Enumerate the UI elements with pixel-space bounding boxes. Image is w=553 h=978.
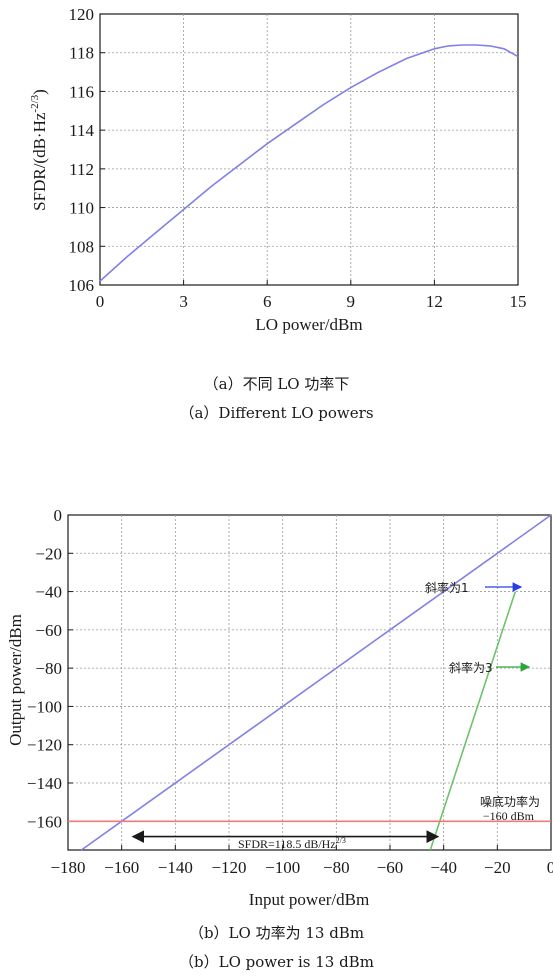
chart-b-x-tick-label: −100 [265,858,300,877]
chart-b-y-tick-label: 0 [54,506,63,525]
chart-a-x-tick-label: 0 [96,292,105,311]
chart-a-x-tick-label: 3 [179,292,188,311]
annotation-sfdr: SFDR=118.5 dB/Hz2/3 [131,830,440,851]
chart-a-y-tick-label: 120 [69,5,95,24]
chart-a-grid [100,14,518,285]
chart-a-y-tick-label: 112 [69,160,94,179]
chart-b-series-line-2 [429,591,517,851]
chart-b-x-tick-label: −40 [430,858,457,877]
chart-a-series-line-1 [99,44,519,282]
chart-b-y-tick-label: −20 [35,544,62,563]
chart-a-y-axis-label: SFDR/(dB·Hz-2/3) [29,89,49,211]
chart-b-plot-frame [67,514,552,851]
slope-1-label: 斜率为1 [425,580,469,595]
chart-b-y-axis-label: Output power/dBm [6,614,25,746]
chart-a-y-tick-label: 114 [69,121,94,140]
chart-a-x-tick-label: 15 [510,292,527,311]
chart-a-y-tick-label: 110 [69,199,94,218]
slope-3-label: 斜率为3 [449,660,493,675]
chart-a-plot-frame [99,13,519,286]
chart-b-x-tick-label: −160 [104,858,139,877]
chart-a-series [99,44,519,282]
noise-floor-label-2: −160 dBm [483,809,535,823]
annotation-slope-3: 斜率为3 [449,660,531,675]
chart-b-y-tick-label: −100 [27,697,62,716]
chart-b-series [68,514,552,851]
chart-a-ticks: 0 3 6 9 12 15 106 108 110 112 114 116 118 120 [69,5,527,311]
caption-b-english: （b）LO power is 13 dBm [179,953,374,971]
chart-b-grid [68,515,551,850]
chart-a-x-tick-label: 6 [263,292,272,311]
chart-a-x-tick-label: 12 [426,292,443,311]
chart-a-x-axis-label: LO power/dBm [255,315,362,334]
chart-b-y-tick-label: −160 [27,812,62,831]
chart-b-x-tick-label: −120 [211,858,246,877]
chart-b-x-tick-label: −80 [323,858,350,877]
chart-b-x-tick-label: −140 [158,858,193,877]
chart-a-y-tick-label: 116 [69,82,94,101]
chart-a-x-tick-label: 9 [347,292,356,311]
chart-b-ticks: −180 −160 −140 −120 −100 −80 −60 −40 −20 0 0 −20 −40… [27,506,553,877]
chart-b-y-tick-label: −140 [27,774,62,793]
annotation-slope-1: 斜率为1 [425,580,523,595]
chart-b-y-tick-label: −80 [35,659,62,678]
chart-b-series-line-1 [80,514,552,851]
chart-b-x-tick-label: 0 [547,858,553,877]
chart-b-x-tick-label: −60 [377,858,404,877]
chart-b-x-tick-label: −20 [484,858,511,877]
caption-a-english: （a）Different LO powers [179,404,374,422]
chart-b-y-tick-label: −120 [27,736,62,755]
caption-b-chinese: （b）LO 功率为 13 dBm [188,924,365,942]
chart-a-y-tick-label: 108 [69,237,95,256]
caption-a-chinese: （a）不同 LO 功率下 [203,375,350,393]
chart-b-y-tick-label: −40 [35,583,62,602]
chart-b-x-axis-label: Input power/dBm [249,890,369,909]
chart-b-x-tick-label: −180 [50,858,85,877]
chart-a-y-tick-label: 118 [69,44,94,63]
annotation-noise-floor: 噪底功率为 −160 dBm [480,794,540,823]
chart-a-y-tick-label: 106 [69,276,95,295]
chart-a-lo-power-sfdr: 0 3 6 9 12 15 106 108 110 112 114 116 118 120 LO powe… [29,5,527,334]
sfdr-label: SFDR=118.5 dB/Hz2/3 [238,836,346,851]
chart-b-y-tick-label: −60 [35,621,62,640]
noise-floor-label-1: 噪底功率为 [480,794,540,809]
